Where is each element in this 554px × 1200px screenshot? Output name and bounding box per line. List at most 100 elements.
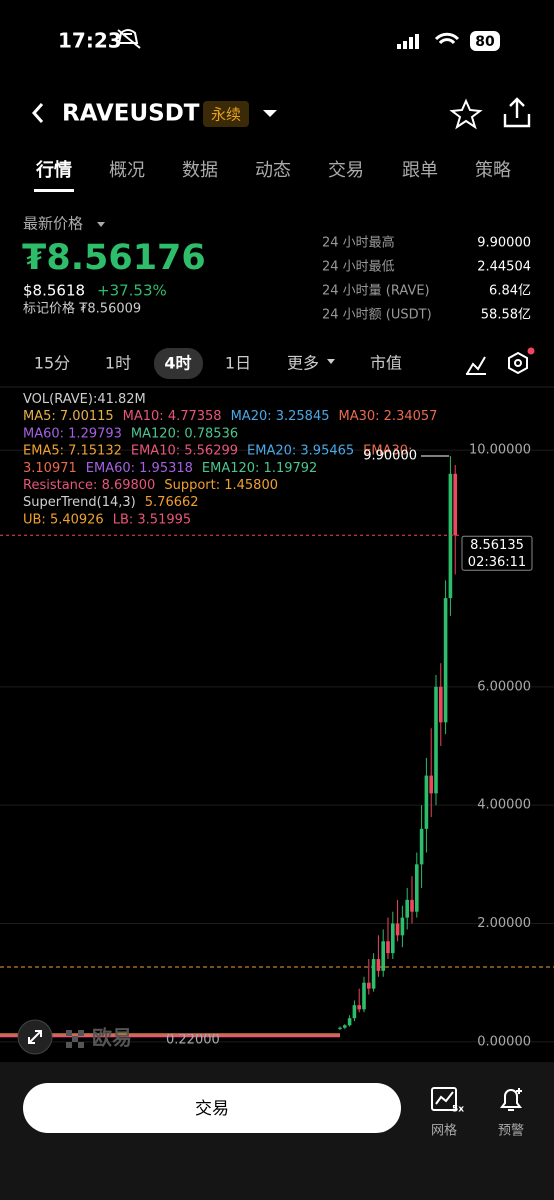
low-marker-label: 0.22000 bbox=[166, 1032, 220, 1047]
notification-dot bbox=[527, 347, 535, 355]
mark-price: 标记价格 ₮8.56009 bbox=[23, 301, 141, 317]
countdown: 02:36:11 bbox=[468, 555, 526, 570]
candle-body bbox=[376, 959, 381, 971]
ma-lines-flat bbox=[0, 1033, 340, 1038]
indicator-value: MA5: 7.00115 bbox=[23, 409, 114, 424]
indicator-button[interactable] bbox=[466, 356, 486, 375]
battery-level: 80 bbox=[475, 34, 495, 50]
indicator-value: VOL(RAVE):41.82M bbox=[23, 392, 146, 407]
more-dropdown[interactable] bbox=[327, 359, 335, 364]
candle-body bbox=[395, 923, 400, 936]
stat-label: 24 小时最低 bbox=[322, 260, 395, 275]
interval[interactable]: 4时 bbox=[164, 354, 191, 373]
price-label: 最新价格 bbox=[23, 215, 83, 233]
usd-price: $8.5618 bbox=[23, 282, 85, 300]
indicator-value: EMA30: bbox=[363, 443, 412, 458]
last-price-box bbox=[461, 535, 533, 571]
y-tick-label: 6.00000 bbox=[477, 679, 531, 694]
indicator-line: SuperTrend(14,3) 5.76662 bbox=[23, 495, 199, 510]
tab[interactable]: 策略 bbox=[475, 160, 511, 181]
indicator-value: EMA5: 7.15132 bbox=[23, 443, 122, 458]
tab[interactable]: 数据 bbox=[182, 160, 218, 181]
settings-button[interactable] bbox=[508, 351, 528, 375]
candle-body bbox=[386, 941, 390, 954]
y-tick-label: 0.00000 bbox=[477, 1034, 531, 1049]
indicator-value: 3.10971 bbox=[23, 460, 77, 475]
indicator-value: MA60: 1.29793 bbox=[23, 426, 122, 441]
favorite-button[interactable] bbox=[449, 98, 483, 130]
alert-label: 预警 bbox=[498, 1123, 524, 1139]
symbol-dropdown[interactable] bbox=[263, 110, 277, 117]
candle-body bbox=[453, 473, 457, 536]
candle-body bbox=[362, 982, 366, 1010]
alert-icon[interactable] bbox=[500, 1088, 522, 1111]
tab[interactable]: 交易 bbox=[328, 160, 364, 181]
stat-label: 24 小时额 (USDT) bbox=[322, 308, 432, 323]
candle-body bbox=[410, 899, 414, 912]
interval[interactable]: 市值 bbox=[370, 354, 402, 373]
grid-label: 网格 bbox=[431, 1123, 457, 1139]
indicator-line: VOL(RAVE):41.82M bbox=[23, 392, 146, 407]
tag-bg bbox=[203, 101, 249, 127]
watermark: 欧易 bbox=[92, 1026, 132, 1050]
trade-button[interactable] bbox=[23, 1083, 401, 1133]
candle-body bbox=[391, 923, 395, 954]
indicator-value: EMA20: 3.95465 bbox=[247, 443, 354, 458]
indicator-line: Resistance: 8.69800 Support: 1.45800 bbox=[23, 478, 278, 493]
grid-icon[interactable] bbox=[431, 1087, 457, 1111]
indicator-value: EMA120: 1.19792 bbox=[202, 460, 317, 475]
grid-icon-line bbox=[435, 1091, 454, 1105]
tab[interactable]: 跟单 bbox=[402, 160, 438, 181]
candle-body bbox=[434, 686, 438, 794]
back-button[interactable] bbox=[31, 103, 44, 123]
tab[interactable]: 动态 bbox=[255, 160, 291, 181]
stat-label: 24 小时最高 bbox=[322, 235, 395, 251]
candle-body bbox=[367, 982, 371, 989]
stat-label: 24 小时量 (RAVE) bbox=[322, 284, 430, 299]
interval[interactable]: 1日 bbox=[225, 354, 251, 373]
indicator-line: EMA5: 7.15132 EMA10: 5.56299 EMA20: 3.9546… bbox=[23, 443, 412, 458]
tab[interactable]: 行情 bbox=[35, 159, 72, 181]
signal-icon bbox=[397, 34, 419, 49]
candle-body bbox=[405, 899, 409, 918]
indicator-value: Support: 1.45800 bbox=[164, 478, 278, 493]
candle-body bbox=[443, 598, 448, 723]
candle-body bbox=[357, 1005, 361, 1010]
indicator-value: LB: 3.51995 bbox=[113, 512, 191, 527]
indicator-value: SuperTrend(14,3) bbox=[23, 495, 136, 510]
y-tick-label: 4.00000 bbox=[477, 798, 531, 813]
share-button[interactable] bbox=[503, 97, 531, 128]
stat-value: 6.84亿 bbox=[489, 284, 531, 299]
indicator-value: 5.76662 bbox=[145, 495, 199, 510]
indicator-value: MA120: 0.78536 bbox=[131, 426, 238, 441]
stat-value: 2.44504 bbox=[477, 260, 531, 275]
battery-icon bbox=[470, 31, 500, 51]
indicator-value: MA20: 3.25845 bbox=[231, 409, 330, 424]
indicator-value: MA10: 4.77358 bbox=[123, 409, 222, 424]
contract-tag: 永续 bbox=[211, 106, 241, 124]
active-interval-bg bbox=[154, 348, 203, 379]
stat-value: 9.90000 bbox=[477, 236, 531, 251]
indicator-value: EMA10: 5.56299 bbox=[131, 443, 238, 458]
settings-dot bbox=[514, 359, 522, 367]
indicator-line: MA5: 7.00115 MA10: 4.77358 MA20: 3.25845 MA… bbox=[23, 409, 437, 424]
price-dropdown[interactable] bbox=[97, 222, 105, 227]
symbol[interactable]: RAVEUSDT bbox=[62, 101, 200, 127]
candle-body bbox=[429, 775, 433, 794]
candle-body bbox=[371, 959, 376, 989]
interval[interactable]: 15分 bbox=[34, 354, 70, 373]
interval[interactable]: 更多 bbox=[287, 354, 319, 373]
indicator-value: UB: 5.40926 bbox=[23, 512, 104, 527]
indicator-line: UB: 5.40926 LB: 3.51995 bbox=[23, 512, 191, 527]
indicator-value: EMA60: 1.95318 bbox=[86, 460, 193, 475]
interval[interactable]: 1时 bbox=[105, 354, 131, 373]
candle-body bbox=[352, 1005, 357, 1019]
watermark-logo bbox=[66, 1030, 84, 1048]
candle-body bbox=[400, 917, 405, 936]
status-time: 17:23 bbox=[58, 29, 122, 53]
indicator-value: MA30: 2.34057 bbox=[339, 409, 438, 424]
tab[interactable]: 概况 bbox=[109, 160, 145, 181]
